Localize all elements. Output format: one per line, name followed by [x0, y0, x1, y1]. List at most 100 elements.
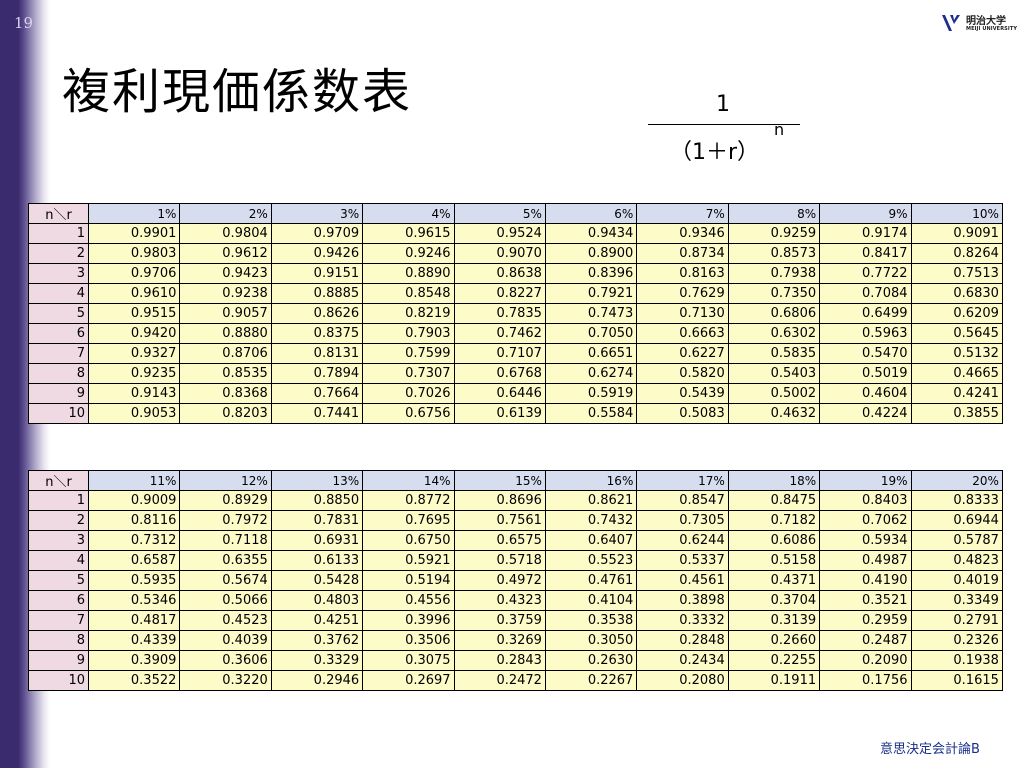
- fraction-line: [648, 124, 800, 125]
- table-row: 7 0.4817 0.4523 0.4251 0.3996 0.3759 0.3538 0.3…: [28, 610, 1003, 631]
- factor-cell: 0.7473: [544, 303, 638, 324]
- factor-cell: 0.4561: [636, 570, 729, 591]
- factor-cell: 0.8638: [453, 263, 546, 284]
- factor-cell: 0.6407: [544, 530, 638, 551]
- factor-cell: 0.8227: [453, 283, 546, 304]
- period-cell: 10: [28, 670, 89, 691]
- table-row: 2 0.9803 0.9612 0.9426 0.9246 0.9070 0.8900 0.8…: [28, 243, 1003, 264]
- factor-cell: 0.7972: [179, 510, 272, 531]
- factor-cell: 0.3332: [636, 610, 729, 631]
- period-cell: 6: [28, 323, 89, 344]
- rate-header: 17%: [636, 470, 729, 491]
- factor-cell: 0.9327: [87, 343, 181, 364]
- factor-cell: 0.3220: [179, 670, 272, 691]
- factor-cell: 0.2946: [270, 670, 364, 691]
- period-cell: 3: [28, 530, 89, 551]
- factor-cell: 0.6139: [453, 403, 546, 424]
- factor-cell: 0.8734: [636, 243, 729, 264]
- factor-cell: 0.8131: [270, 343, 364, 364]
- page-title: 複利現価係数表: [62, 64, 413, 120]
- table-row: 1 0.9009 0.8929 0.8850 0.8772 0.8696 0.8621 0.8…: [28, 490, 1003, 511]
- factor-cell: 0.2487: [819, 630, 912, 651]
- factor-cell: 0.9803: [87, 243, 181, 264]
- factor-cell: 0.2843: [453, 650, 546, 671]
- factor-cell: 0.7432: [544, 510, 638, 531]
- university-logo: 明治大学 MEIJI UNIVERSITY: [940, 10, 1020, 36]
- table-row: 2 0.8116 0.7972 0.7831 0.7695 0.7561 0.7432 0.7…: [28, 510, 1003, 531]
- table-row: 5 0.5935 0.5674 0.5428 0.5194 0.4972 0.4761 0.4…: [28, 570, 1003, 591]
- factor-cell: 0.6446: [453, 383, 546, 404]
- factor-cell: 0.4523: [179, 610, 272, 631]
- factor-cell: 0.8403: [819, 490, 912, 511]
- rate-header: 20%: [910, 470, 1003, 491]
- factor-cell: 0.6227: [636, 343, 729, 364]
- factor-cell: 0.5019: [819, 363, 912, 384]
- factor-cell: 0.4190: [819, 570, 912, 591]
- factor-cell: 0.3606: [179, 650, 272, 671]
- factor-cell: 0.6244: [636, 530, 729, 551]
- factor-cell: 0.7312: [87, 530, 181, 551]
- factor-cell: 0.3050: [544, 630, 638, 651]
- table-row: 10 0.9053 0.8203 0.7441 0.6756 0.6139 0.5584 0.…: [28, 403, 1003, 424]
- factor-cell: 0.3762: [270, 630, 364, 651]
- factor-cell: 0.4241: [910, 383, 1003, 404]
- factor-cell: 0.9259: [727, 223, 821, 244]
- table-row: 4 0.9610 0.9238 0.8885 0.8548 0.8227 0.7921 0.7…: [28, 283, 1003, 304]
- factor-cell: 0.5963: [819, 323, 912, 344]
- factor-cell: 0.4761: [544, 570, 638, 591]
- rate-header: 15%: [453, 470, 546, 491]
- factor-cell: 0.8116: [87, 510, 181, 531]
- factor-cell: 0.3139: [727, 610, 821, 631]
- rate-header: 2%: [179, 203, 272, 224]
- factor-cell: 0.3269: [453, 630, 546, 651]
- factor-cell: 0.3538: [544, 610, 638, 631]
- factor-cell: 0.7903: [362, 323, 455, 344]
- factor-cell: 0.5718: [453, 550, 546, 571]
- table-row: 3 0.9706 0.9423 0.9151 0.8890 0.8638 0.8396 0.8…: [28, 263, 1003, 284]
- factor-cell: 0.9070: [453, 243, 546, 264]
- factor-cell: 0.7307: [362, 363, 455, 384]
- factor-cell: 0.4556: [362, 590, 455, 611]
- factor-cell: 0.8475: [727, 490, 821, 511]
- factor-cell: 0.7305: [636, 510, 729, 531]
- factor-cell: 0.5002: [727, 383, 821, 404]
- factor-cell: 0.7722: [819, 263, 912, 284]
- table-row: 10 0.3522 0.3220 0.2946 0.2697 0.2472 0.2267 0.…: [28, 670, 1003, 691]
- factor-cell: 0.2255: [727, 650, 821, 671]
- factor-cell: 0.3909: [87, 650, 181, 671]
- factor-cell: 0.7050: [544, 323, 638, 344]
- factor-cell: 0.9612: [179, 243, 272, 264]
- factor-cell: 0.3329: [270, 650, 364, 671]
- factor-cell: 0.4817: [87, 610, 181, 631]
- factor-cell: 0.3349: [910, 590, 1003, 611]
- rate-header: 19%: [819, 470, 912, 491]
- factor-cell: 0.9706: [87, 263, 181, 284]
- factor-cell: 0.2267: [544, 670, 638, 691]
- factor-cell: 0.7921: [544, 283, 638, 304]
- factor-cell: 0.6209: [910, 303, 1003, 324]
- factor-cell: 0.2697: [362, 670, 455, 691]
- factor-cell: 0.7084: [819, 283, 912, 304]
- factor-cell: 0.8929: [179, 490, 272, 511]
- factor-cell: 0.9423: [179, 263, 272, 284]
- factor-cell: 0.6499: [819, 303, 912, 324]
- factor-cell: 0.2791: [910, 610, 1003, 631]
- table-row: 5 0.9515 0.9057 0.8626 0.8219 0.7835 0.7473 0.7…: [28, 303, 1003, 324]
- factor-cell: 0.4019: [910, 570, 1003, 591]
- factor-cell: 0.6931: [270, 530, 364, 551]
- factor-cell: 0.9346: [636, 223, 729, 244]
- factor-cell: 0.9057: [179, 303, 272, 324]
- factor-cell: 0.6663: [636, 323, 729, 344]
- factor-cell: 0.4972: [453, 570, 546, 591]
- factor-cell: 0.8396: [544, 263, 638, 284]
- period-cell: 2: [28, 243, 89, 264]
- factor-cell: 0.7118: [179, 530, 272, 551]
- factor-cell: 0.2630: [544, 650, 638, 671]
- period-cell: 3: [28, 263, 89, 284]
- factor-cell: 0.8573: [727, 243, 821, 264]
- factor-cell: 0.7894: [270, 363, 364, 384]
- factor-cell: 0.3898: [636, 590, 729, 611]
- rate-header: 16%: [544, 470, 638, 491]
- factor-cell: 0.8333: [910, 490, 1003, 511]
- corner-header: n＼r: [28, 203, 89, 224]
